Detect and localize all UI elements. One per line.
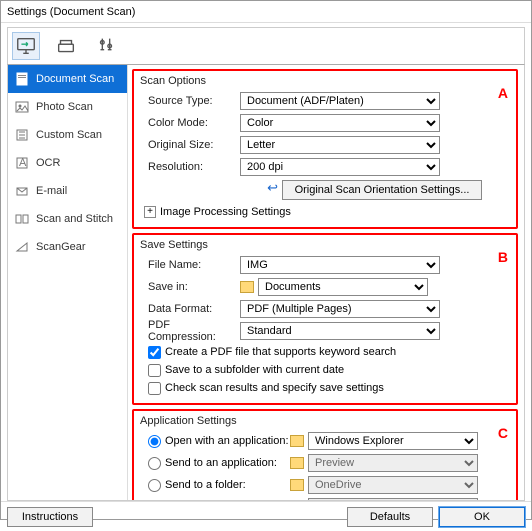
sidebar: Document Scan Photo Scan Custom Scan A O… <box>8 65 128 500</box>
folder-icon <box>240 281 254 293</box>
folder-icon <box>290 479 304 491</box>
resolution-label: Resolution: <box>140 161 240 173</box>
source-type-select[interactable]: Document (ADF/Platen) <box>240 92 440 110</box>
send-to-app-radio[interactable]: Send to an application: <box>140 454 290 472</box>
custom-icon <box>14 127 30 143</box>
group-letter-b: B <box>498 249 508 265</box>
sidebar-item-scangear[interactable]: ScanGear <box>8 233 127 261</box>
window-title: Settings (Document Scan) <box>1 1 531 23</box>
mode-scan-from-computer[interactable] <box>12 32 40 60</box>
photo-icon <box>14 99 30 115</box>
document-icon <box>14 71 30 87</box>
sidebar-item-label: Scan and Stitch <box>36 213 113 225</box>
ok-button[interactable]: OK <box>439 507 525 527</box>
file-name-label: File Name: <box>140 259 240 271</box>
radio-label: Send to an application: <box>165 457 277 469</box>
subfolder-date-checkbox[interactable]: Save to a subfolder with current date <box>140 361 510 379</box>
plus-icon: + <box>144 206 156 218</box>
settings-panels: A Scan Options Source Type: Document (AD… <box>128 65 524 500</box>
original-size-select[interactable]: Letter <box>240 136 440 154</box>
open-with-app-select[interactable]: Windows Explorer <box>308 432 478 450</box>
sidebar-item-ocr[interactable]: A OCR <box>8 149 127 177</box>
tools-icon <box>95 35 117 57</box>
attach-email-radio[interactable]: Attach to e-mail: <box>140 498 290 500</box>
email-icon <box>14 183 30 199</box>
checkbox-label: Check scan results and specify save sett… <box>165 382 384 394</box>
check-results-checkbox[interactable]: Check scan results and specify save sett… <box>140 379 510 397</box>
mode-toolbar <box>7 27 525 65</box>
resolution-select[interactable]: 200 dpi <box>240 158 440 176</box>
send-to-folder-select[interactable]: OneDrive <box>308 476 478 494</box>
pdf-compression-label: PDF Compression: <box>140 319 240 343</box>
sidebar-item-email[interactable]: E-mail <box>8 177 127 205</box>
group-letter-c: C <box>498 425 508 441</box>
scanner-icon <box>55 35 77 57</box>
scan-options-group: A Scan Options Source Type: Document (AD… <box>132 69 518 229</box>
back-arrow-icon: ↩ <box>267 180 278 200</box>
stitch-icon <box>14 211 30 227</box>
image-processing-expand[interactable]: + Image Processing Settings <box>140 203 510 221</box>
save-settings-group: B Save Settings File Name: IMG Save in: … <box>132 233 518 405</box>
keyword-search-checkbox[interactable]: Create a PDF file that supports keyword … <box>140 343 510 361</box>
color-mode-select[interactable]: Color <box>240 114 440 132</box>
save-settings-header: Save Settings <box>140 239 510 251</box>
instructions-button[interactable]: Instructions <box>7 507 93 527</box>
send-to-folder-radio[interactable]: Send to a folder: <box>140 476 290 494</box>
radio-label: Open with an application: <box>165 435 289 447</box>
scangear-icon <box>14 239 30 255</box>
sidebar-item-label: Document Scan <box>36 73 114 85</box>
sidebar-item-photo-scan[interactable]: Photo Scan <box>8 93 127 121</box>
file-name-select[interactable]: IMG <box>240 256 440 274</box>
checkbox-label: Save to a subfolder with current date <box>165 364 344 376</box>
save-in-label: Save in: <box>140 281 240 293</box>
sidebar-item-scan-stitch[interactable]: Scan and Stitch <box>8 205 127 233</box>
source-type-label: Source Type: <box>140 95 240 107</box>
save-in-select[interactable]: Documents <box>258 278 428 296</box>
orientation-settings-button[interactable]: Original Scan Orientation Settings... <box>282 180 482 200</box>
image-processing-label: Image Processing Settings <box>160 206 291 218</box>
svg-text:A: A <box>19 157 27 169</box>
original-size-label: Original Size: <box>140 139 240 151</box>
mode-general-settings[interactable] <box>92 32 120 60</box>
app-icon <box>290 435 304 447</box>
attach-email-select[interactable]: None (Attach Manually) <box>308 498 478 500</box>
group-letter-a: A <box>498 85 508 101</box>
data-format-label: Data Format: <box>140 303 240 315</box>
sidebar-item-document-scan[interactable]: Document Scan <box>8 65 127 93</box>
sidebar-item-custom-scan[interactable]: Custom Scan <box>8 121 127 149</box>
sidebar-item-label: E-mail <box>36 185 67 197</box>
defaults-button[interactable]: Defaults <box>347 507 433 527</box>
color-mode-label: Color Mode: <box>140 117 240 129</box>
app-icon <box>290 457 304 469</box>
dialog-footer: Instructions Defaults OK <box>1 501 531 531</box>
open-with-app-radio[interactable]: Open with an application: <box>140 432 290 450</box>
send-to-app-select[interactable]: Preview <box>308 454 478 472</box>
application-settings-group: C Application Settings Open with an appl… <box>132 409 518 500</box>
checkbox-label: Create a PDF file that supports keyword … <box>165 346 396 358</box>
scan-options-header: Scan Options <box>140 75 510 87</box>
monitor-arrow-icon <box>15 35 37 57</box>
radio-label: Send to a folder: <box>165 479 246 491</box>
data-format-select[interactable]: PDF (Multiple Pages) <box>240 300 440 318</box>
ocr-icon: A <box>14 155 30 171</box>
sidebar-item-label: ScanGear <box>36 241 86 253</box>
sidebar-item-label: Custom Scan <box>36 129 102 141</box>
application-settings-header: Application Settings <box>140 415 510 427</box>
pdf-compression-select[interactable]: Standard <box>240 322 440 340</box>
mode-scan-from-panel[interactable] <box>52 32 80 60</box>
sidebar-item-label: Photo Scan <box>36 101 93 113</box>
sidebar-item-label: OCR <box>36 157 60 169</box>
